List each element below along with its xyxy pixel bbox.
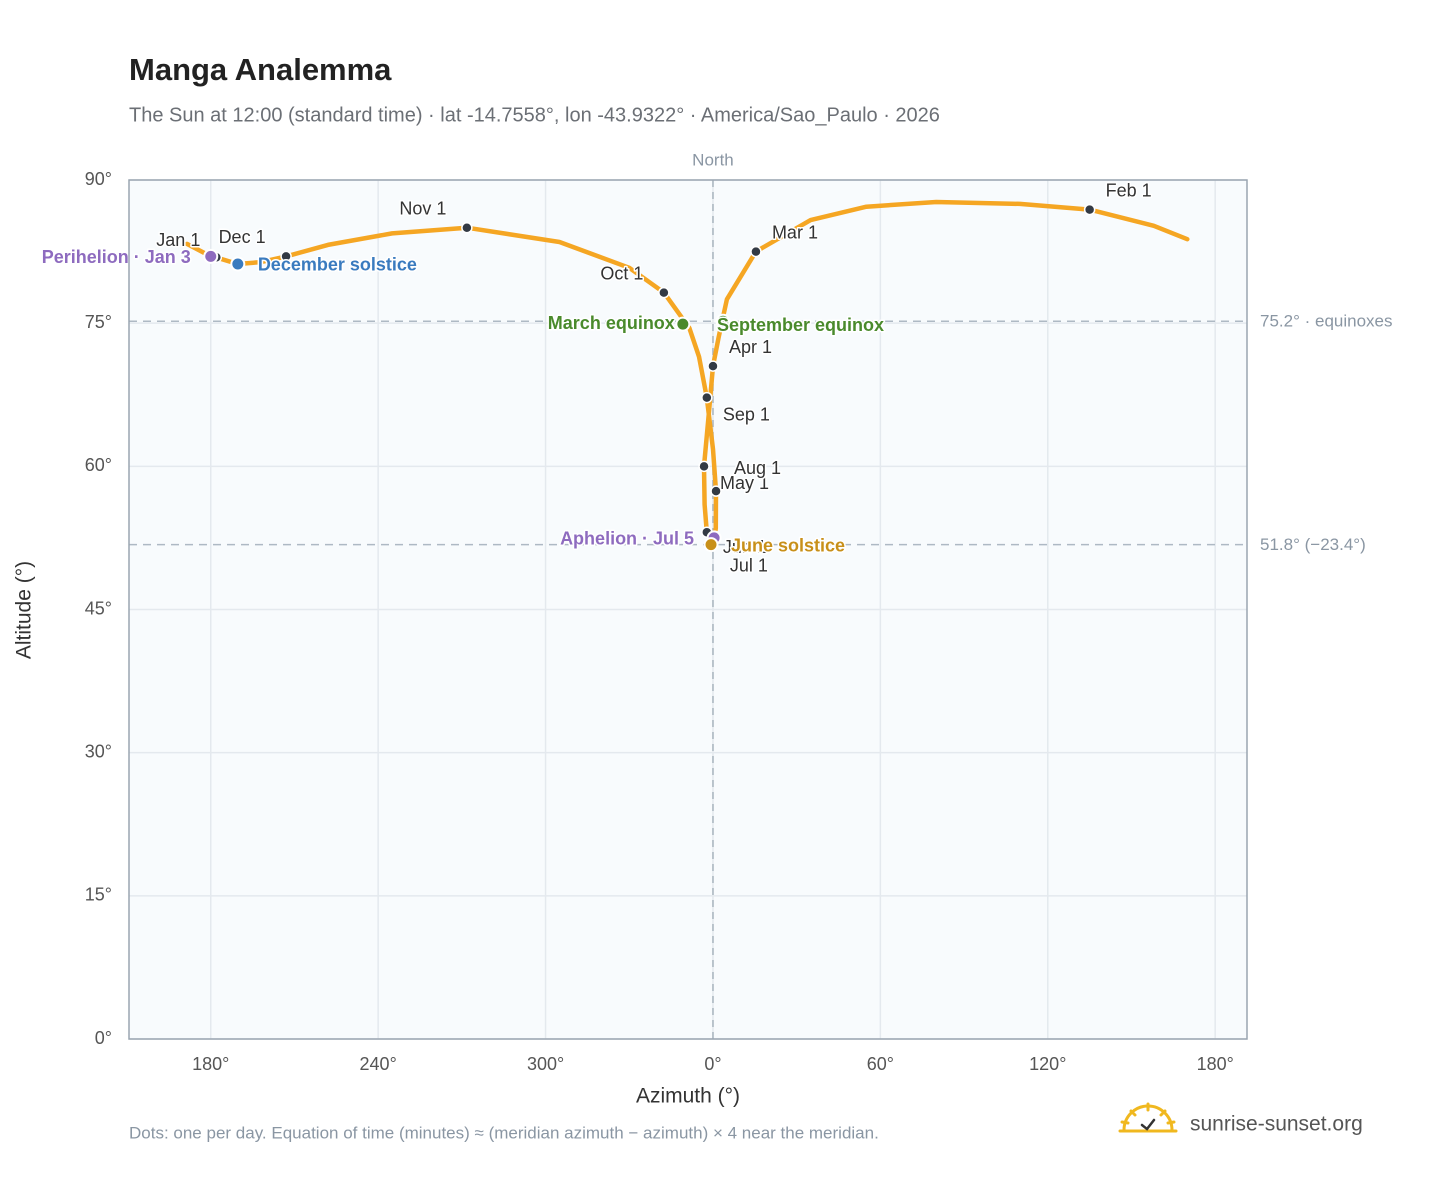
event-label: June solstice bbox=[731, 535, 845, 555]
x-axis-label: Azimuth (°) bbox=[636, 1085, 740, 1108]
month-marker bbox=[707, 360, 719, 372]
y-tick-label: 45° bbox=[85, 598, 112, 618]
month-label: Jun 1 bbox=[723, 537, 767, 557]
x-tick-label: 120° bbox=[1029, 1054, 1066, 1074]
month-marker bbox=[1083, 203, 1096, 216]
month-marker bbox=[280, 250, 292, 263]
north-label: North bbox=[692, 150, 734, 169]
month-marker bbox=[658, 286, 670, 299]
x-tick-label: 180° bbox=[1197, 1054, 1234, 1074]
x-tick-label: 60° bbox=[867, 1054, 894, 1074]
y-tick-label: 90° bbox=[85, 169, 112, 189]
month-marker bbox=[461, 221, 473, 234]
event-marker bbox=[203, 248, 219, 264]
month-label: Sep 1 bbox=[723, 404, 770, 424]
month-label: May 1 bbox=[720, 473, 769, 493]
plot-border bbox=[128, 179, 1248, 1040]
event-label: December solstice bbox=[258, 255, 417, 275]
x-tick-label: 300° bbox=[527, 1054, 564, 1074]
y-tick-label: 60° bbox=[85, 455, 112, 475]
month-label: Oct 1 bbox=[600, 263, 643, 283]
month-label: Jan 1 bbox=[156, 230, 200, 250]
month-marker bbox=[701, 391, 713, 404]
x-tick-label: 0° bbox=[704, 1054, 721, 1074]
y-tick-label: 75° bbox=[85, 312, 112, 332]
event-label: September equinox bbox=[717, 315, 884, 335]
y-tick-label: 0° bbox=[95, 1028, 112, 1048]
event-marker bbox=[230, 256, 246, 272]
y-tick-label: 30° bbox=[85, 741, 112, 761]
event-marker bbox=[715, 313, 731, 329]
month-marker bbox=[698, 460, 710, 473]
chart-subtitle: The Sun at 12:00 (standard time) · lat -… bbox=[129, 104, 940, 126]
footnote: Dots: one per day. Equation of time (min… bbox=[129, 1123, 879, 1142]
event-label: March equinox bbox=[548, 313, 675, 333]
event-marker bbox=[675, 316, 691, 332]
month-label: Jul 1 bbox=[730, 556, 768, 576]
month-label: Aug 1 bbox=[734, 458, 781, 478]
x-tick-label: 180° bbox=[192, 1054, 229, 1074]
brand-logo bbox=[1118, 1102, 1178, 1133]
x-tick-label: 240° bbox=[360, 1054, 397, 1074]
month-label: Nov 1 bbox=[399, 198, 446, 218]
month-marker bbox=[710, 485, 722, 497]
month-label: Dec 1 bbox=[219, 227, 266, 247]
month-label: Feb 1 bbox=[1106, 180, 1152, 200]
month-label: Apr 1 bbox=[729, 337, 772, 357]
chart-title: Manga Analemma bbox=[129, 52, 392, 87]
month-label: Mar 1 bbox=[772, 222, 818, 242]
reference-label: 51.8° (−23.4°) bbox=[1260, 535, 1366, 554]
y-tick-label: 15° bbox=[85, 885, 112, 905]
event-label: Perihelion · Jan 3 bbox=[42, 247, 191, 267]
reference-label: 75.2° · equinoxes bbox=[1260, 312, 1393, 331]
event-label: Aphelion · Jul 5 bbox=[560, 529, 694, 549]
y-axis-label: Altitude (°) bbox=[13, 561, 36, 659]
event-marker bbox=[703, 537, 719, 553]
month-marker bbox=[750, 245, 762, 258]
brand: sunrise-sunset.org bbox=[1190, 1113, 1363, 1136]
